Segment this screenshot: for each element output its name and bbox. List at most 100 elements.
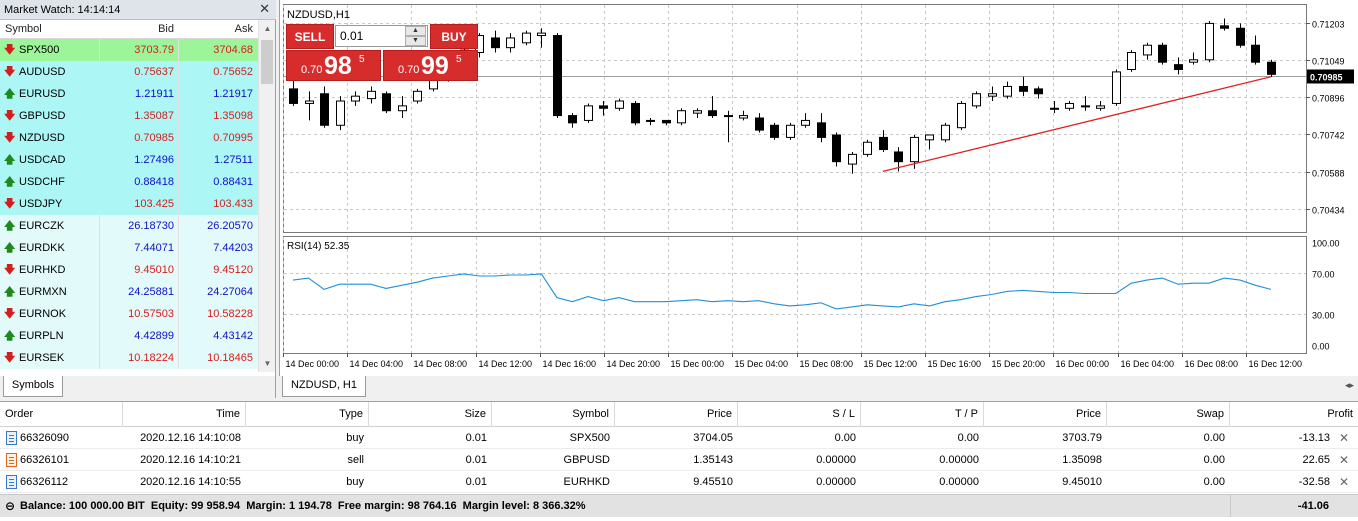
symbol-cell: 🡇 USDJPY (0, 193, 100, 215)
arrow-up-icon: 🡅 (4, 176, 16, 188)
column-header-type[interactable]: Type (246, 402, 369, 427)
column-header-size[interactable]: Size (369, 402, 492, 427)
column-header-bid[interactable]: Bid (158, 23, 174, 35)
market-watch-row[interactable]: 🡇 SPX500 3703.79 3704.68 (0, 39, 258, 61)
column-header-price[interactable]: Price (615, 402, 738, 427)
arrow-down-icon: 🡇 (4, 264, 16, 276)
price-cell: 9.45510 (693, 476, 733, 488)
market-watch-row[interactable]: 🡇 AUDUSD 0.75637 0.75652 (0, 61, 258, 83)
buy-price-sup: 5 (456, 54, 462, 65)
close-order-icon[interactable]: ✕ (1338, 431, 1349, 445)
lot-size-input[interactable]: 0.01 (335, 25, 428, 47)
bullish-candle (1096, 105, 1105, 109)
bearish-candle (599, 105, 608, 109)
bullish-candle (972, 93, 981, 107)
bullish-candle (801, 119, 810, 126)
tp-cell: 0.00000 (939, 476, 979, 488)
market-watch-row[interactable]: 🡅 USDCAD 1.27496 1.27511 (0, 149, 258, 171)
chart-window[interactable]: 0.71203 0.71049 0.70896 0.70742 0.70588 0.704… (279, 0, 1358, 376)
ask-cell: 10.58228 (179, 303, 258, 325)
order-icon (6, 431, 17, 445)
symbol-cell: 🡅 EURUSD (0, 83, 100, 105)
market-watch-row[interactable]: 🡅 EURDKK 7.44071 7.44203 (0, 237, 258, 259)
scroll-down-icon[interactable]: ▼ (263, 359, 272, 368)
market-watch-row[interactable]: 🡅 EURCZK 26.18730 26.20570 (0, 215, 258, 237)
rsi-level-label: 100.00 (1312, 239, 1340, 249)
bearish-candle (832, 134, 841, 163)
chart-title: NZDUSD,H1 (287, 9, 350, 21)
sell-button[interactable]: SELL (286, 24, 334, 49)
price-cell: 3704.05 (693, 432, 733, 444)
ask-cell: 4.43142 (179, 325, 258, 347)
time-cell: 2020.12.16 14:10:21 (140, 454, 241, 466)
column-header-order[interactable]: Order (0, 402, 123, 427)
column-header-symbol[interactable]: Symbol (5, 23, 42, 35)
close-order-icon[interactable]: ✕ (1338, 453, 1349, 467)
symbol-cell: 🡅 EURPLN (0, 325, 100, 347)
symbol-name: EURNOK (19, 308, 67, 320)
ask-cell: 0.88431 (179, 171, 258, 193)
stepper-up-icon[interactable]: ▲ (405, 26, 426, 36)
tabs-scroll-icon[interactable]: ◂▸ (1344, 380, 1354, 390)
rsi-level-label: 30.00 (1312, 311, 1335, 321)
column-header-sl[interactable]: S / L (738, 402, 861, 427)
bearish-candle (320, 93, 329, 126)
bearish-candle (1174, 64, 1183, 70)
market-watch-row[interactable]: 🡇 GBPUSD 1.35087 1.35098 (0, 105, 258, 127)
close-icon[interactable]: ✕ (259, 1, 270, 16)
bullish-candle (413, 90, 422, 102)
market-watch-row[interactable]: 🡇 EURHKD 9.45010 9.45120 (0, 259, 258, 281)
order-row[interactable]: 66326101 2020.12.16 14:10:21 sell 0.01 GBPUS… (0, 449, 1358, 471)
ask-cell: 1.27511 (179, 149, 258, 171)
price-chart[interactable]: 0.71203 0.71049 0.70896 0.70742 0.70588 0.704… (280, 0, 1358, 376)
market-watch-row[interactable]: 🡇 NZDUSD 0.70985 0.70995 (0, 127, 258, 149)
symbol-name: NZDUSD (19, 132, 65, 144)
column-header-profit[interactable]: Profit (1327, 408, 1353, 420)
column-header-time[interactable]: Time (123, 402, 246, 427)
column-header-ask[interactable]: Ask (234, 23, 253, 35)
bid-cell: 4.42899 (100, 325, 179, 347)
tab-nzdusd-h1[interactable]: NZDUSD, H1 (282, 376, 366, 397)
order-row[interactable]: 66326090 2020.12.16 14:10:08 buy 0.01 SPX500… (0, 427, 1358, 449)
market-watch-row[interactable]: 🡅 EURMXN 24.25881 24.27064 (0, 281, 258, 303)
bullish-candle (506, 37, 515, 49)
sl-cell: 0.00000 (816, 454, 856, 466)
buy-button[interactable]: BUY (430, 24, 478, 49)
bullish-candle (910, 136, 919, 163)
lot-stepper[interactable]: ▲ ▼ (405, 26, 426, 46)
bearish-candle (879, 136, 888, 151)
time-tick-label: 14 Dec 08:00 (414, 359, 468, 369)
column-header-tp[interactable]: T / P (861, 402, 984, 427)
bearish-candle (1251, 44, 1260, 63)
tab-symbols[interactable]: Symbols (3, 376, 63, 397)
market-watch-scrollbar[interactable]: ▲ ▼ (258, 20, 275, 372)
market-watch-row[interactable]: 🡅 USDCHF 0.88418 0.88431 (0, 171, 258, 193)
market-watch-row[interactable]: 🡇 USDJPY 103.425 103.433 (0, 193, 258, 215)
market-watch-row[interactable]: 🡇 EURSEK 10.18224 10.18465 (0, 347, 258, 369)
buy-price-button[interactable]: 0.70 99 5 (383, 50, 478, 81)
market-watch-row[interactable]: 🡅 EURUSD 1.21911 1.21917 (0, 83, 258, 105)
market-watch-row[interactable]: 🡇 EURNOK 10.57503 10.58228 (0, 303, 258, 325)
market-watch-row[interactable]: 🡅 EURPLN 4.42899 4.43142 (0, 325, 258, 347)
column-header-current-price[interactable]: Price (984, 402, 1107, 427)
current-price-box (1307, 69, 1354, 84)
symbol-name: EURPLN (19, 330, 64, 342)
stepper-down-icon[interactable]: ▼ (405, 36, 426, 46)
terminal-header: Order Time Type Size Symbol Price S / L … (0, 402, 1358, 427)
column-header-swap[interactable]: Swap (1107, 402, 1230, 427)
order-row[interactable]: 66326112 2020.12.16 14:10:55 buy 0.01 EURHKD… (0, 471, 1358, 493)
sell-price-button[interactable]: 0.70 98 5 (286, 50, 381, 81)
close-order-icon[interactable]: ✕ (1338, 475, 1349, 489)
symbol-name: USDCAD (19, 154, 66, 166)
symbol-cell: 🡇 NZDUSD (0, 127, 100, 149)
type-cell: buy (346, 432, 364, 444)
symbol-name: EURHKD (19, 264, 66, 276)
column-header-symbol[interactable]: Symbol (492, 402, 615, 427)
swap-cell: 0.00 (1203, 476, 1225, 488)
scroll-up-icon[interactable]: ▲ (263, 24, 272, 33)
scrollbar-thumb[interactable] (261, 40, 273, 84)
current-price-cell: 9.45010 (1062, 476, 1102, 488)
rsi-level-label: 70.00 (1312, 270, 1335, 280)
terminal-panel: Order Time Type Size Symbol Price S / L … (0, 401, 1358, 521)
bid-cell: 0.70985 (100, 127, 179, 149)
